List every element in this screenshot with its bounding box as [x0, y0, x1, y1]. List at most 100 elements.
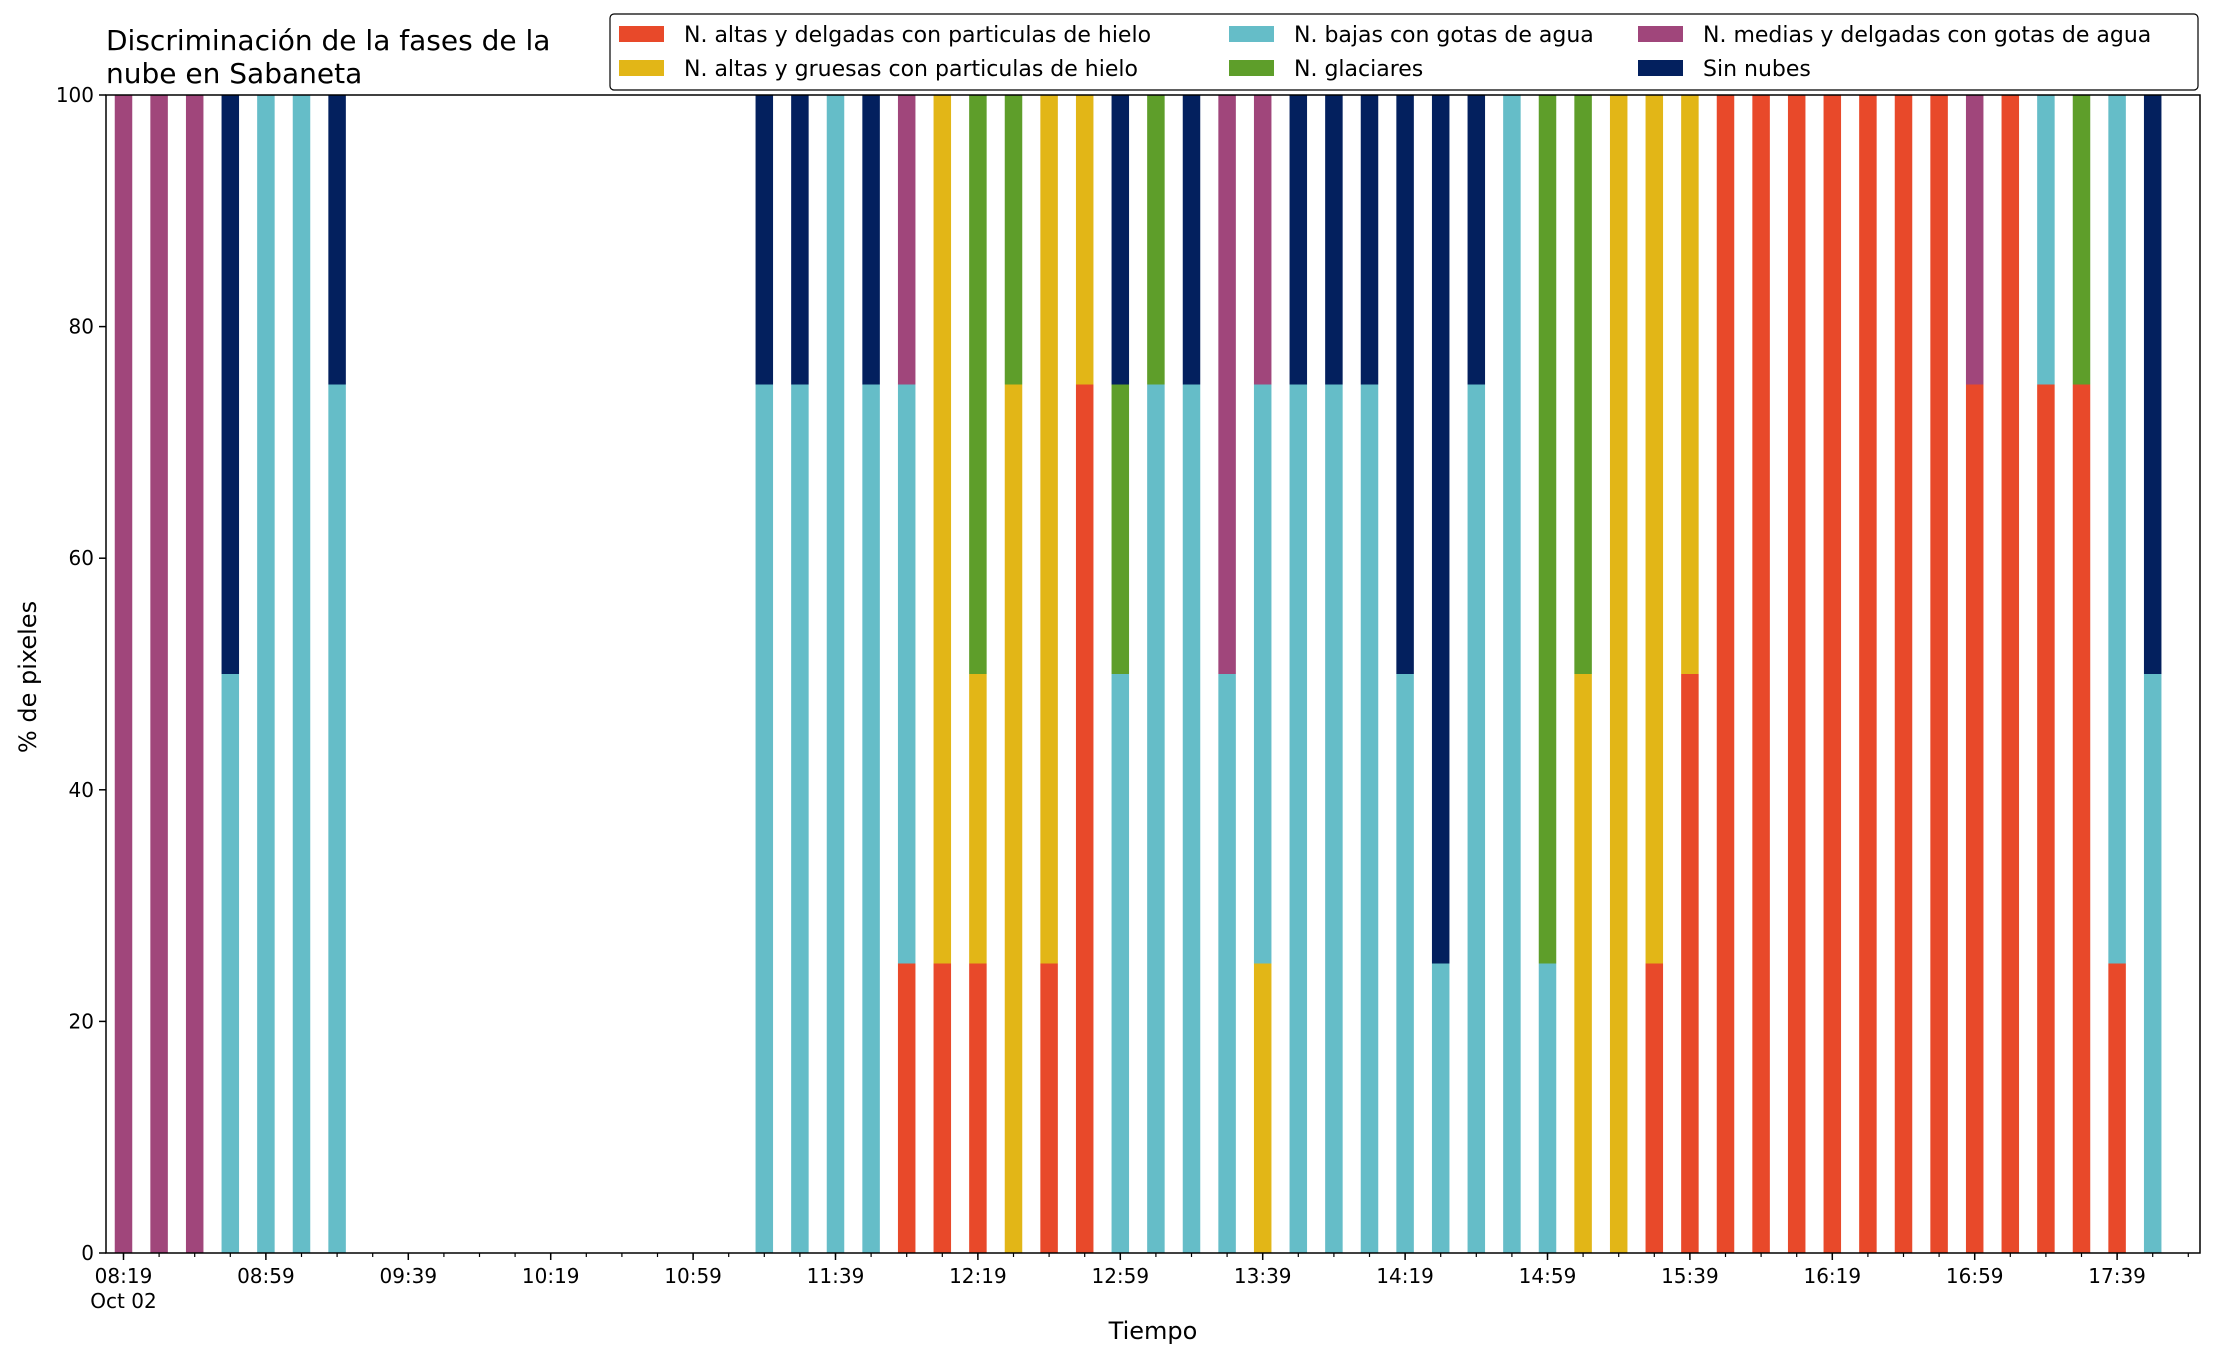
bar-segment-1119-s2	[755, 384, 774, 1253]
y-tick-label-60: 60	[69, 546, 94, 570]
bar-segment-1739-s0	[2108, 963, 2126, 1253]
legend-swatch-2	[1229, 26, 1274, 42]
x-tick-label-1019: 10:19	[522, 1264, 580, 1288]
bar-segment-1209-s0	[933, 963, 952, 1253]
bar-segment-1619-s0	[1823, 95, 1842, 1253]
bar-segment-1439-s5	[1467, 95, 1486, 385]
bar-segment-1719-s0	[2037, 384, 2055, 1253]
bar-segment-1309-s2	[1147, 384, 1165, 1253]
bar-segment-1529-s1	[1645, 95, 1664, 964]
bar-segment-1249-s0	[1075, 384, 1094, 1253]
bar-segment-0919-s5	[328, 95, 346, 385]
bar-segment-1159-s4	[897, 95, 916, 385]
plot-frame	[105, 94, 2201, 1254]
bar-segment-1729-s3	[2072, 95, 2091, 385]
legend-frame	[609, 13, 2199, 91]
legend-label-1: N. altas y gruesas con particulas de hie…	[684, 57, 1138, 82]
bar-segment-0849-s5	[221, 95, 240, 674]
bar-segment-1529-s0	[1645, 963, 1664, 1253]
bar-segment-1449-s2	[1503, 95, 1521, 1253]
bar-segment-1549-s0	[1716, 95, 1735, 1253]
bar-segment-0849-s2	[221, 674, 240, 1253]
bar-segment-1239-s0	[1040, 963, 1058, 1253]
legend-label-0: N. altas y delgadas con particulas de hi…	[684, 23, 1151, 48]
legend-swatch-0	[619, 26, 664, 42]
bar-segment-1239-s1	[1040, 95, 1058, 964]
bar-segment-1409-s5	[1360, 95, 1379, 385]
bar-segment-1419-s2	[1396, 674, 1414, 1253]
bar-segment-0919-s2	[328, 384, 346, 1253]
bar-segment-1539-s0	[1681, 674, 1699, 1253]
bar-segment-1509-s1	[1574, 674, 1592, 1253]
bar-segment-1229-s3	[1004, 95, 1023, 385]
bar-segment-1159-s2	[897, 384, 916, 964]
x-tick-label-1459: 14:59	[1519, 1264, 1577, 1288]
x-axis-label: Tiempo	[1108, 1317, 1198, 1345]
bar-segment-1349-s2	[1289, 384, 1308, 1253]
bar-segment-1609-s0	[1787, 95, 1806, 1253]
bar-segment-1339-s1	[1253, 963, 1272, 1253]
bar-segment-1749-s2	[2143, 674, 2162, 1253]
bar-segment-1129-s5	[791, 95, 809, 385]
bar-segment-1319-s2	[1182, 384, 1201, 1253]
x-tick-label-1419: 14:19	[1376, 1264, 1434, 1288]
x-tick-label-1059: 10:59	[664, 1264, 722, 1288]
y-axis-label: % de pixeles	[14, 601, 42, 753]
legend: N. altas y delgadas con particulas de hi…	[609, 13, 2199, 91]
bar-segment-1749-s5	[2143, 95, 2162, 674]
bar-segment-1649-s0	[1930, 95, 1948, 1253]
x-tick-label-0819: 08:19	[95, 1264, 153, 1288]
x-tick-label-1619: 16:19	[1803, 1264, 1861, 1288]
chart-title-line-1: Discriminación de la fases de la	[106, 24, 550, 57]
bar-segment-1429-s2	[1431, 963, 1450, 1253]
bar-segment-1209-s1	[933, 95, 952, 964]
bar-segment-1329-s2	[1218, 674, 1236, 1253]
bar-segment-1329-s4	[1218, 95, 1236, 674]
bar-segment-1719-s2	[2037, 95, 2055, 385]
legend-swatch-1	[619, 60, 664, 76]
bar-segment-1359-s2	[1325, 384, 1343, 1253]
chart-title-line-2: nube en Sabaneta	[106, 57, 362, 90]
legend-label-5: Sin nubes	[1703, 57, 1811, 82]
bar-segment-1629-s0	[1859, 95, 1877, 1253]
bar-segment-1539-s1	[1681, 95, 1699, 674]
bar-segment-1559-s0	[1752, 95, 1770, 1253]
bar-segment-1339-s4	[1253, 95, 1272, 385]
x-tick-label-1219: 12:19	[949, 1264, 1007, 1288]
bar-segment-1229-s1	[1004, 384, 1023, 1253]
legend-label-3: N. glaciares	[1294, 57, 1423, 82]
bar-segment-0819-s4	[114, 95, 133, 1253]
bar-segment-1129-s2	[791, 384, 809, 1253]
x-tick-label-0939: 09:39	[379, 1264, 437, 1288]
bar-segment-1709-s0	[2001, 95, 2020, 1253]
y-tick-label-0: 0	[81, 1241, 94, 1265]
bar-segment-0839-s4	[185, 95, 204, 1253]
bars	[114, 95, 2162, 1253]
x-tick-label-1659: 16:59	[1946, 1264, 2004, 1288]
bar-segment-1149-s2	[862, 384, 880, 1253]
y-tick-label-40: 40	[69, 778, 94, 802]
legend-label-2: N. bajas con gotas de agua	[1294, 23, 1594, 48]
bar-segment-1659-s0	[1965, 384, 1984, 1253]
legend-swatch-3	[1229, 60, 1274, 76]
bar-segment-1319-s5	[1182, 95, 1201, 385]
bar-segment-1119-s5	[755, 95, 774, 385]
x-tick-label-1139: 11:39	[807, 1264, 865, 1288]
legend-swatch-5	[1638, 60, 1683, 76]
bar-segment-1659-s4	[1965, 95, 1984, 385]
bar-segment-1159-s0	[897, 963, 916, 1253]
bar-segment-1349-s5	[1289, 95, 1308, 385]
x-tick-label-1339: 13:39	[1234, 1264, 1292, 1288]
bar-segment-1459-s3	[1538, 95, 1557, 964]
bar-segment-1259-s5	[1111, 95, 1130, 385]
y-tick-label-20: 20	[69, 1009, 94, 1033]
bar-segment-1219-s1	[969, 674, 987, 964]
bar-segment-1219-s3	[969, 95, 987, 674]
bar-segment-1149-s5	[862, 95, 880, 385]
bar-segment-1359-s5	[1325, 95, 1343, 385]
x-date-label: Oct 02	[90, 1289, 156, 1313]
axes: 0 20 40 60 80 100 08:19 08:59 09:39 10:19 10:59 11:…	[56, 83, 2201, 1313]
bar-segment-1259-s3	[1111, 384, 1130, 674]
x-tick-label-1539: 15:39	[1661, 1264, 1719, 1288]
